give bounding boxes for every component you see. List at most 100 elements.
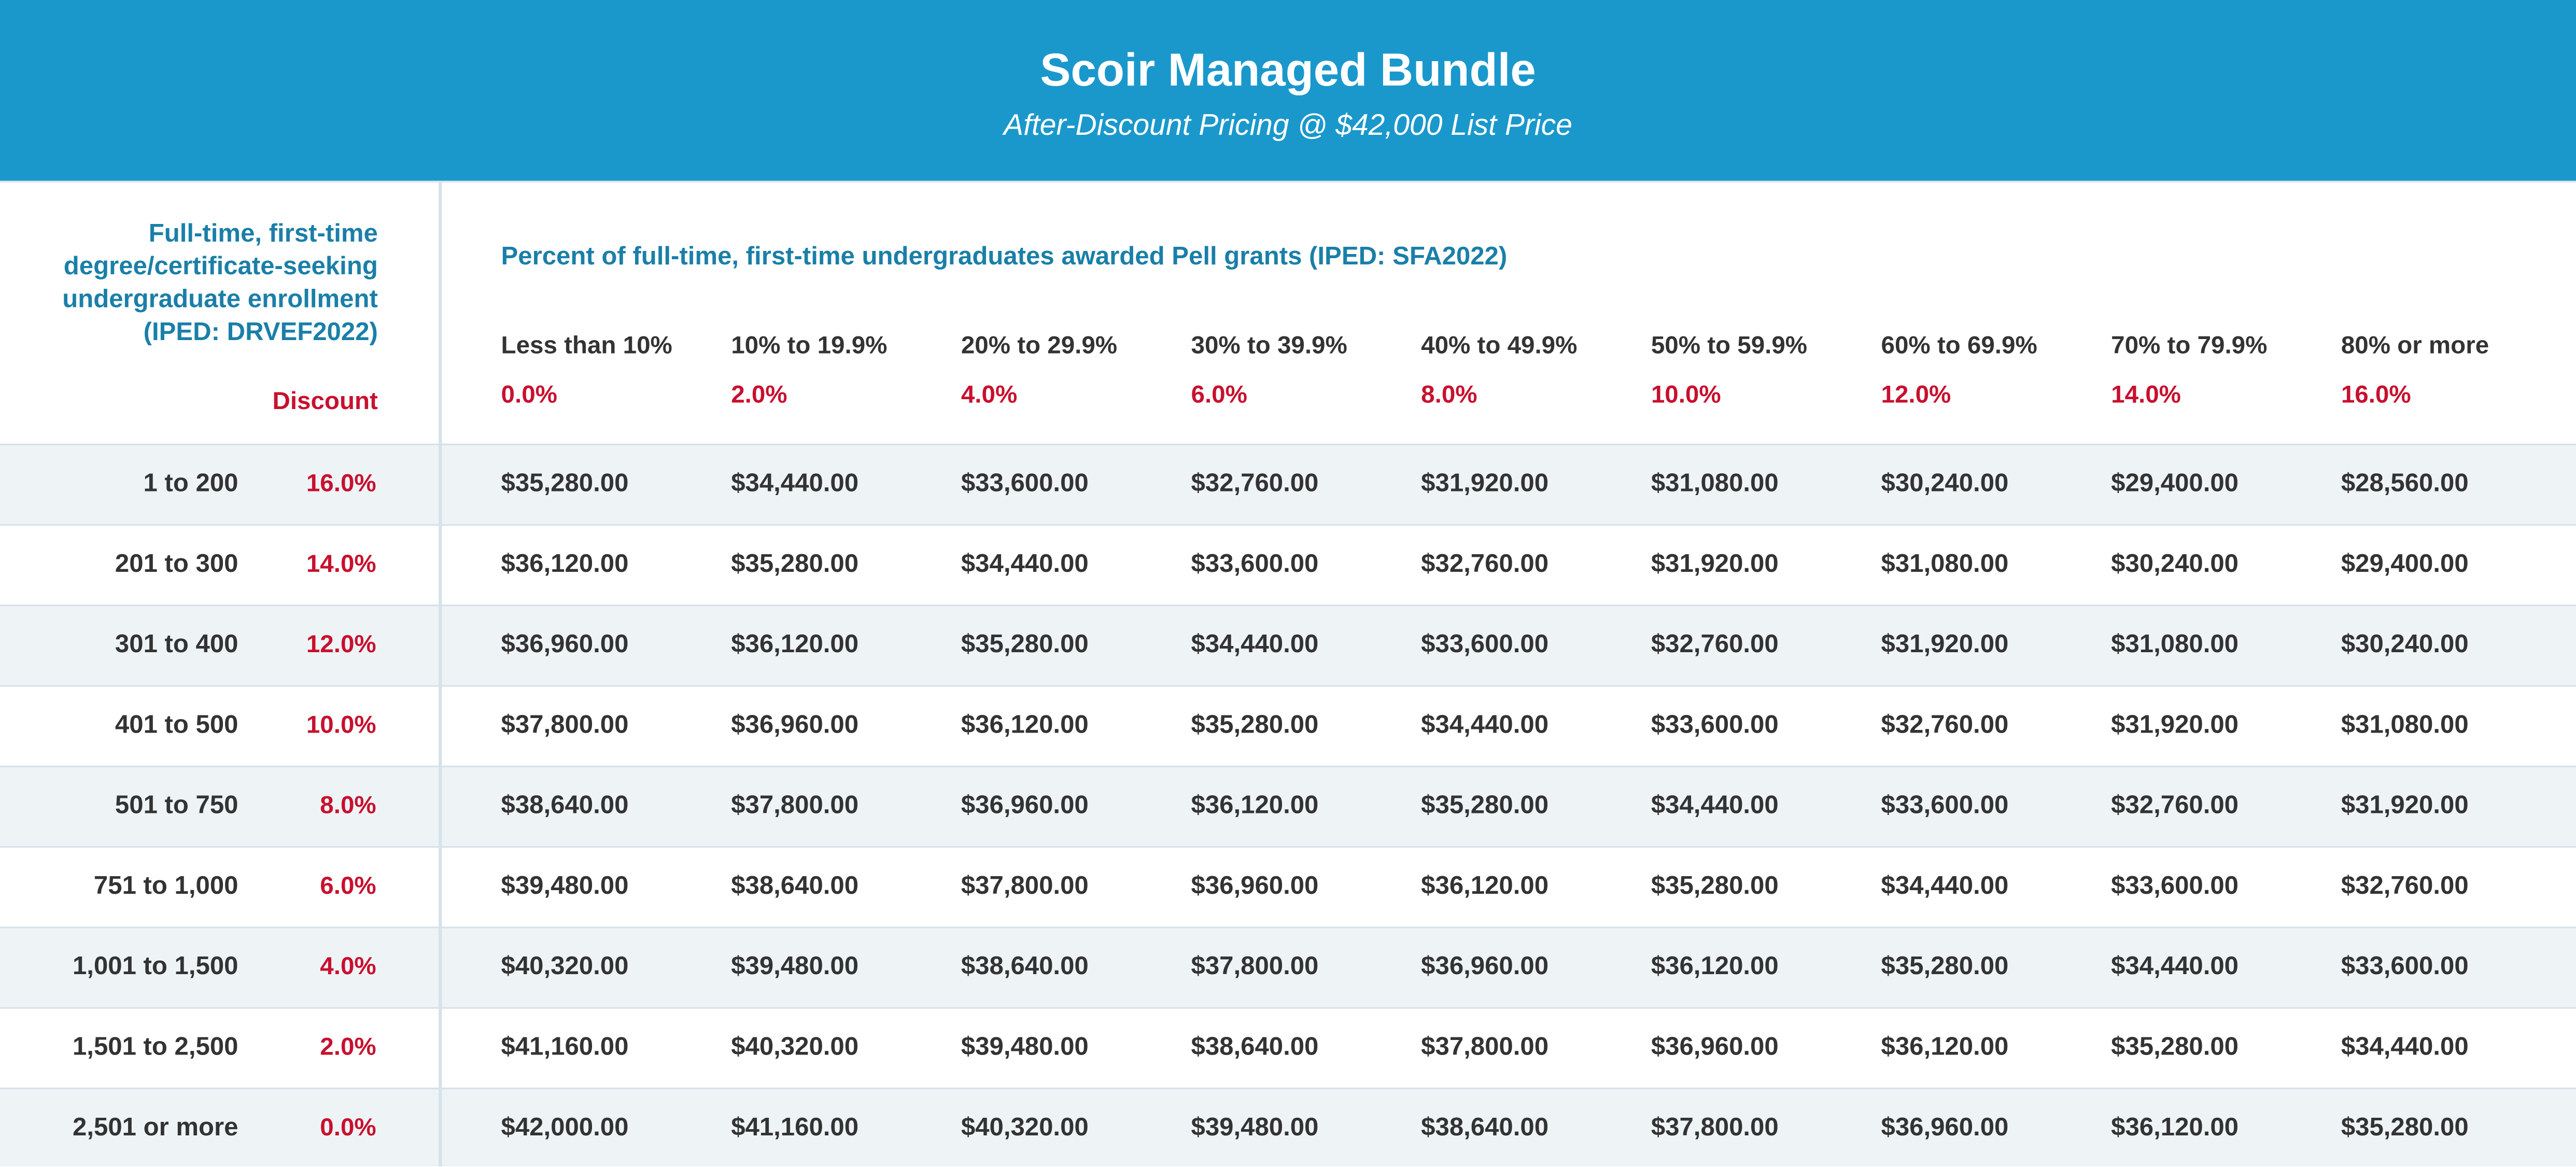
price-cell: $37,800.00 <box>731 792 859 820</box>
price-cell: $33,600.00 <box>1191 550 1319 579</box>
price-cell: $36,120.00 <box>961 711 1089 740</box>
price-cell: $34,440.00 <box>731 470 859 498</box>
price-cell: $35,280.00 <box>1421 792 1549 820</box>
price-cell: $36,120.00 <box>1421 872 1549 901</box>
price-cell: $36,120.00 <box>2111 1114 2239 1142</box>
price-cell: $34,440.00 <box>1191 630 1319 659</box>
row-band <box>0 1007 2576 1088</box>
price-cell: $34,440.00 <box>1651 792 1779 820</box>
column-label: 20% to 29.9% <box>961 332 1118 360</box>
price-cell: $37,800.00 <box>1651 1114 1779 1142</box>
price-cell: $40,320.00 <box>961 1114 1089 1142</box>
row-discount: 10.0% <box>306 711 376 740</box>
price-cell: $38,640.00 <box>1191 1033 1319 1062</box>
enrollment-range: 201 to 300 <box>115 550 238 579</box>
price-cell: $35,280.00 <box>2111 1033 2239 1062</box>
price-cell: $32,760.00 <box>1881 711 2009 740</box>
row-band <box>0 524 2576 605</box>
price-cell: $29,400.00 <box>2341 550 2469 579</box>
price-cell: $31,080.00 <box>1651 470 1779 498</box>
column-discount: 10.0% <box>1651 381 1721 410</box>
price-cell: $33,600.00 <box>1881 792 2009 820</box>
price-cell: $37,800.00 <box>961 872 1089 901</box>
price-cell: $35,280.00 <box>501 470 629 498</box>
price-cell: $34,440.00 <box>2341 1033 2469 1062</box>
price-cell: $33,600.00 <box>2341 953 2469 981</box>
price-cell: $34,440.00 <box>1881 872 2009 901</box>
column-discount: 0.0% <box>501 381 557 410</box>
row-discount: 0.0% <box>320 1114 376 1142</box>
price-cell: $32,760.00 <box>1421 550 1549 579</box>
price-cell: $28,560.00 <box>2341 470 2469 498</box>
row-band <box>0 685 2576 766</box>
price-cell: $31,080.00 <box>2111 630 2239 659</box>
price-cell: $36,120.00 <box>1651 953 1779 981</box>
price-cell: $38,640.00 <box>1421 1114 1549 1142</box>
column-label: Less than 10% <box>501 332 672 360</box>
column-label: 80% or more <box>2341 332 2489 360</box>
column-discount: 8.0% <box>1421 381 1477 410</box>
price-cell: $32,760.00 <box>2341 872 2469 901</box>
column-label: 70% to 79.9% <box>2111 332 2268 360</box>
enrollment-range: 751 to 1,000 <box>93 872 238 901</box>
price-cell: $36,120.00 <box>1191 792 1319 820</box>
price-cell: $32,760.00 <box>2111 792 2239 820</box>
price-cell: $40,320.00 <box>731 1033 859 1062</box>
price-cell: $35,280.00 <box>731 550 859 579</box>
price-cell: $35,280.00 <box>1651 872 1779 901</box>
price-cell: $41,160.00 <box>731 1114 859 1142</box>
price-cell: $36,960.00 <box>1421 953 1549 981</box>
price-cell: $31,920.00 <box>1651 550 1779 579</box>
price-cell: $36,960.00 <box>1191 872 1319 901</box>
price-cell: $36,120.00 <box>731 630 859 659</box>
price-cell: $39,480.00 <box>501 872 629 901</box>
price-cell: $36,960.00 <box>1881 1114 2009 1142</box>
row-band <box>0 1087 2576 1166</box>
row-band <box>0 604 2576 685</box>
column-divider <box>439 180 441 1166</box>
price-cell: $35,280.00 <box>1881 953 2009 981</box>
column-discount: 14.0% <box>2111 381 2181 410</box>
price-cell: $32,760.00 <box>1651 630 1779 659</box>
price-cell: $34,440.00 <box>1421 711 1549 740</box>
price-cell: $38,640.00 <box>961 953 1089 981</box>
price-cell: $30,240.00 <box>1881 470 2009 498</box>
price-cell: $30,240.00 <box>2111 550 2239 579</box>
price-cell: $37,800.00 <box>1191 953 1319 981</box>
enrollment-range: 401 to 500 <box>115 711 238 740</box>
price-cell: $40,320.00 <box>501 953 629 981</box>
column-label: 40% to 49.9% <box>1421 332 1578 360</box>
enrollment-range: 1,501 to 2,500 <box>72 1033 238 1062</box>
price-cell: $32,760.00 <box>1191 470 1319 498</box>
enrollment-range: 1,001 to 1,500 <box>72 953 238 981</box>
row-header-label: Full-time, first-time <box>148 220 378 248</box>
column-label: 10% to 19.9% <box>731 332 888 360</box>
discount-label: Discount <box>272 387 378 416</box>
header-bar <box>0 0 2576 181</box>
price-cell: $38,640.00 <box>731 872 859 901</box>
price-cell: $34,440.00 <box>961 550 1089 579</box>
price-cell: $39,480.00 <box>731 953 859 981</box>
column-label: 30% to 39.9% <box>1191 332 1347 360</box>
price-cell: $29,400.00 <box>2111 470 2239 498</box>
enrollment-range: 1 to 200 <box>143 470 238 498</box>
price-cell: $37,800.00 <box>501 711 629 740</box>
price-cell: $38,640.00 <box>501 792 629 820</box>
row-discount: 8.0% <box>320 792 376 820</box>
price-cell: $33,600.00 <box>961 470 1089 498</box>
column-label: 50% to 59.9% <box>1651 332 1808 360</box>
price-cell: $31,920.00 <box>2341 792 2469 820</box>
row-band <box>0 926 2576 1007</box>
column-label: 60% to 69.9% <box>1881 332 2037 360</box>
price-cell: $30,240.00 <box>2341 630 2469 659</box>
price-cell: $33,600.00 <box>1651 711 1779 740</box>
price-cell: $39,480.00 <box>1191 1114 1319 1142</box>
price-cell: $36,960.00 <box>1651 1033 1779 1062</box>
price-cell: $36,960.00 <box>731 711 859 740</box>
price-cell: $35,280.00 <box>1191 711 1319 740</box>
price-cell: $35,280.00 <box>2341 1114 2469 1142</box>
price-cell: $31,920.00 <box>1421 470 1549 498</box>
price-cell: $42,000.00 <box>501 1114 629 1142</box>
price-cell: $35,280.00 <box>961 630 1089 659</box>
price-cell: $31,920.00 <box>1881 630 2009 659</box>
